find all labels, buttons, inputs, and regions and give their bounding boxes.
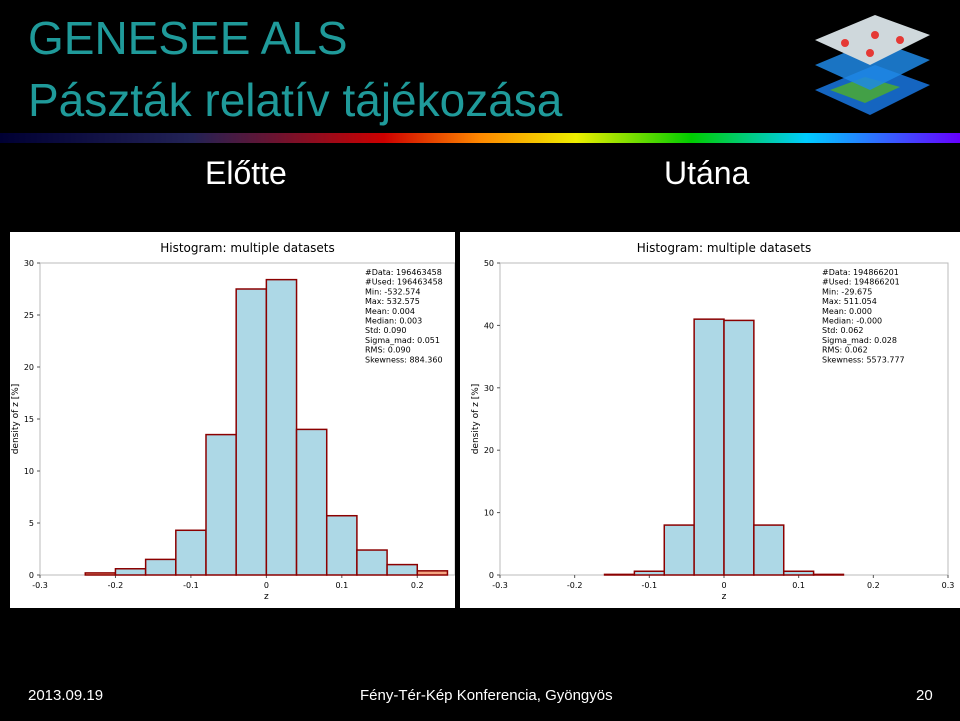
stats-line: Std: 0.090 xyxy=(365,326,406,335)
y-tick-label: 50 xyxy=(484,259,494,268)
histogram-bar xyxy=(175,529,207,576)
slide-subtitle: Pászták relatív tájékozása xyxy=(28,74,563,126)
x-tick-label: 0.2 xyxy=(411,581,424,590)
stats-line: Median: -0.000 xyxy=(822,317,882,326)
x-tick-label: 0.1 xyxy=(335,581,348,590)
histogram-chart: Histogram: multiple datasets 0 5 10 15 20 25 30… xyxy=(10,232,455,608)
footer-page: 20 xyxy=(916,687,933,704)
y-tick-label: 0 xyxy=(29,571,34,580)
stats-line: Min: -29.675 xyxy=(822,287,872,296)
stats-line: #Used: 196463458 xyxy=(365,278,443,287)
histogram-bar xyxy=(812,573,845,576)
histogram-bar xyxy=(782,570,815,576)
histogram-bar xyxy=(84,572,117,576)
logo xyxy=(815,15,930,115)
stats-line: Max: 511.054 xyxy=(822,297,877,306)
histogram-bar xyxy=(753,524,785,576)
x-tick-label: -0.2 xyxy=(108,581,124,590)
stats-line: RMS: 0.062 xyxy=(822,346,868,355)
histogram-bar xyxy=(265,278,298,576)
y-tick-label: 5 xyxy=(29,519,34,528)
histogram-bar xyxy=(205,433,237,576)
histogram-bar xyxy=(723,319,755,576)
stats-line: Sigma_mad: 0.051 xyxy=(365,336,440,345)
y-tick-label: 10 xyxy=(484,509,494,518)
x-tick-label: 0.2 xyxy=(867,581,880,590)
x-tick-label: 0.3 xyxy=(942,581,955,590)
stats-line: Skewness: 884.360 xyxy=(365,355,443,364)
histogram-bar xyxy=(386,563,419,576)
histogram-bar xyxy=(603,573,636,576)
y-tick-label: 30 xyxy=(24,259,34,268)
y-tick-label: 10 xyxy=(24,467,34,476)
histogram-bar xyxy=(356,549,388,576)
y-tick-label: 0 xyxy=(489,571,494,580)
stats-line: #Used: 194866201 xyxy=(822,278,900,287)
x-axis-label: z xyxy=(264,592,269,602)
y-axis-label: density of z [%] xyxy=(11,384,21,455)
footer-event: Fény-Tér-Kép Konferencia, Gyöngyös xyxy=(360,687,613,704)
stats-line: #Data: 194866201 xyxy=(822,268,899,277)
x-tick-label: 0.1 xyxy=(792,581,805,590)
stats-line: #Data: 196463458 xyxy=(365,268,442,277)
stats-line: Max: 532.575 xyxy=(365,297,420,306)
footer-date: 2013.09.19 xyxy=(28,687,104,704)
y-tick-label: 20 xyxy=(24,363,34,372)
histogram-bar xyxy=(144,558,177,576)
y-tick-label: 40 xyxy=(484,321,494,330)
histogram-bar xyxy=(416,570,449,576)
x-tick-label: -0.2 xyxy=(567,581,583,590)
x-tick-label: -0.3 xyxy=(492,581,508,590)
stats-line: RMS: 0.090 xyxy=(365,346,411,355)
x-tick-label: -0.1 xyxy=(642,581,658,590)
x-tick-label: -0.3 xyxy=(32,581,48,590)
before-label: Előtte xyxy=(205,155,287,191)
slide-title: GENESEE ALS xyxy=(28,12,348,64)
histogram-bar xyxy=(693,318,725,576)
histogram-bar xyxy=(235,288,268,576)
x-tick-label: 0 xyxy=(264,581,269,590)
stats-line: Mean: 0.000 xyxy=(822,307,872,316)
x-axis-label: z xyxy=(722,592,727,602)
y-axis-label: density of z [%] xyxy=(471,384,481,455)
x-tick-label: -0.1 xyxy=(183,581,199,590)
y-tick-label: 20 xyxy=(484,446,494,455)
histogram-bar xyxy=(633,570,666,576)
stats-line: Std: 0.062 xyxy=(822,326,863,335)
stats-line: Mean: 0.004 xyxy=(365,307,415,316)
y-tick-label: 15 xyxy=(24,415,34,424)
rainbow-bar xyxy=(0,133,960,143)
histogram-bar xyxy=(663,524,695,576)
stats-line: Min: -532.574 xyxy=(365,287,420,296)
histogram-bar xyxy=(295,428,328,576)
stats-line: Sigma_mad: 0.028 xyxy=(822,336,897,345)
y-tick-label: 25 xyxy=(24,311,34,320)
histogram-chart: Histogram: multiple datasets 0 10 20 30 40 50 -… xyxy=(460,232,960,608)
chart-title: Histogram: multiple datasets xyxy=(637,241,812,255)
x-tick-label: 0 xyxy=(721,581,726,590)
stats-line: Skewness: 5573.777 xyxy=(822,355,905,364)
histogram-bar xyxy=(325,514,358,576)
y-tick-label: 30 xyxy=(484,384,494,393)
histogram-bar xyxy=(114,568,147,576)
after-label: Utána xyxy=(664,155,750,191)
chart-title: Histogram: multiple datasets xyxy=(160,241,335,255)
stats-line: Median: 0.003 xyxy=(365,317,422,326)
